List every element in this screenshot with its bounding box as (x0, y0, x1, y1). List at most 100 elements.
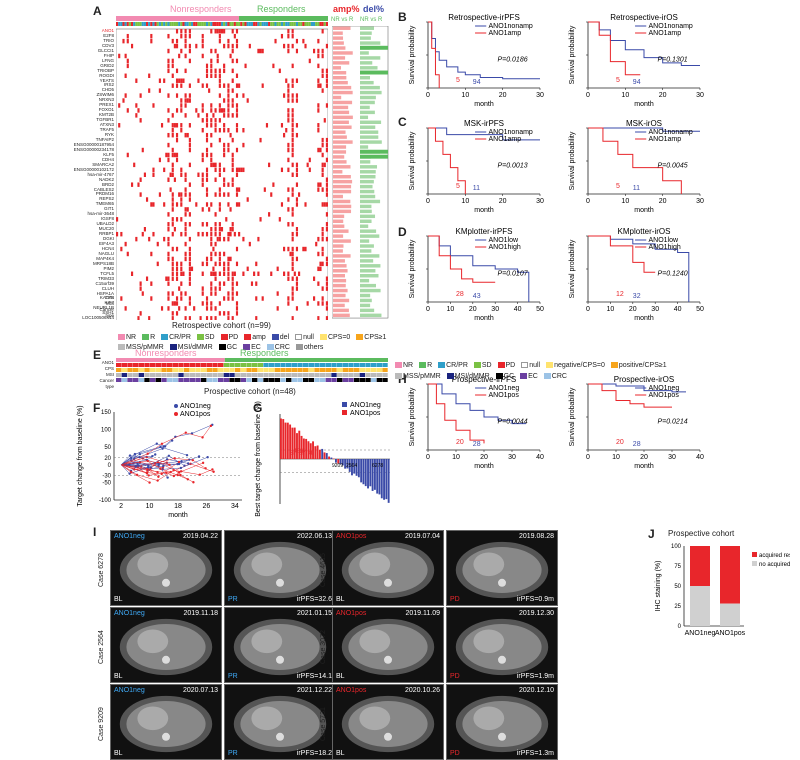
amp-cell (323, 162, 326, 168)
e-msi-cell (354, 373, 360, 377)
legend-a-line2: MSS/pMMR MSI/dMMR GC EC CRC others (118, 344, 327, 351)
f-point (163, 445, 167, 448)
response-cell (257, 22, 260, 26)
amp-pct-bar (333, 259, 345, 263)
amp-cell (291, 152, 294, 158)
amp-cell (218, 261, 221, 267)
amp-cell (210, 202, 213, 207)
amp-cell (126, 38, 129, 44)
amp-cell (298, 192, 301, 197)
amp-cell (171, 128, 174, 133)
amp-cell (188, 222, 191, 227)
e-ano1-cell (314, 368, 320, 372)
amp-cell (175, 276, 179, 281)
legend-pd: PD (220, 334, 238, 341)
amp-cell (152, 172, 155, 177)
e-response-cell (144, 363, 150, 367)
amp-cell (291, 207, 294, 212)
amp-cell (235, 73, 239, 78)
amp-cell (283, 93, 286, 98)
del-pct-bar (360, 313, 382, 318)
amp-cell (178, 286, 181, 291)
response-cell (137, 22, 140, 26)
e-cancer-cell (116, 378, 122, 382)
amp-pct-bar (333, 194, 343, 199)
gene-label: NAGLU (98, 250, 114, 256)
amp-cell (130, 182, 134, 187)
amp-cell (175, 43, 179, 49)
amp-cell (178, 192, 181, 197)
legend-label-blue: ANO1low (648, 237, 679, 244)
p-value: P=0.0045 (657, 163, 687, 170)
x-tick-label: 30 (508, 454, 516, 461)
amp-cell (257, 271, 260, 276)
amp-cell (325, 182, 328, 187)
amp-cell (135, 78, 138, 83)
e-ano1-cell (235, 368, 241, 372)
e-ano1-cell (121, 368, 128, 372)
ct-case-label: Case 2564 (98, 630, 105, 664)
e-legend-ec: EC (520, 373, 538, 380)
panel-label-e: E (93, 348, 102, 362)
amp-cell (163, 236, 166, 242)
amp-cell (163, 78, 166, 83)
amp-cell (319, 266, 322, 272)
gene-label: C15orf39 (95, 280, 114, 286)
del-pct-bar (360, 204, 372, 209)
g-bar (323, 452, 326, 459)
j-y-tick: 100 (671, 544, 682, 550)
g-bar (289, 424, 292, 459)
amp-cell (214, 286, 217, 291)
amp-cell (171, 291, 174, 296)
response-cell (289, 22, 292, 26)
amp-cell (178, 306, 181, 311)
amp-cell (188, 93, 191, 98)
amp-cell (291, 276, 294, 281)
response-cell (263, 22, 266, 26)
amp-cell (214, 291, 217, 296)
amp-cell (130, 271, 134, 276)
amp-pct-bar (333, 110, 350, 115)
amp-cell (210, 162, 213, 168)
del-pct-bar (360, 303, 371, 308)
amp-cell (231, 137, 234, 143)
amp-cell (235, 202, 239, 207)
legend-label-blue: ANO1nonamp (648, 129, 692, 136)
amp-cell (137, 108, 140, 113)
amp-cell (188, 137, 191, 143)
gene-label: CLUH (101, 285, 114, 291)
amp-pct-bar (333, 303, 345, 308)
response-cell (184, 22, 187, 26)
amp-pct-bar (333, 100, 353, 105)
f-trajectory (121, 464, 159, 477)
km-curve-blue (428, 21, 540, 80)
amp-cell (238, 83, 241, 88)
legend-label-blue: ANO1nonamp (488, 23, 532, 30)
amp-cell (175, 246, 179, 252)
e-cancer-cell (155, 378, 162, 382)
amp-cell (287, 147, 290, 153)
e-response-cell (382, 363, 388, 367)
amp-cell (291, 291, 294, 296)
amp-cell (205, 296, 209, 301)
amp-cell (235, 103, 239, 108)
del-pct-bar (360, 125, 376, 129)
response-cell (255, 22, 258, 26)
del-pct-bar (360, 140, 382, 144)
amp-cell (173, 123, 176, 128)
f-y-tick: 50 (104, 445, 111, 451)
legend-crc: CRC (266, 344, 290, 351)
amp-cell (214, 261, 217, 267)
amp-cell (169, 187, 172, 192)
n-red: 20 (456, 439, 464, 446)
amp-cell (313, 296, 316, 301)
e-response-cell (354, 363, 360, 367)
gene-label: LOC100506414 (82, 315, 114, 321)
response-cell (227, 22, 230, 26)
amp-cell (214, 222, 217, 227)
amp-cell (223, 98, 226, 103)
significant-del-bar (360, 70, 388, 75)
amp-cell (295, 93, 299, 98)
g-y-label: Best target change from baseline (%) (255, 401, 262, 517)
